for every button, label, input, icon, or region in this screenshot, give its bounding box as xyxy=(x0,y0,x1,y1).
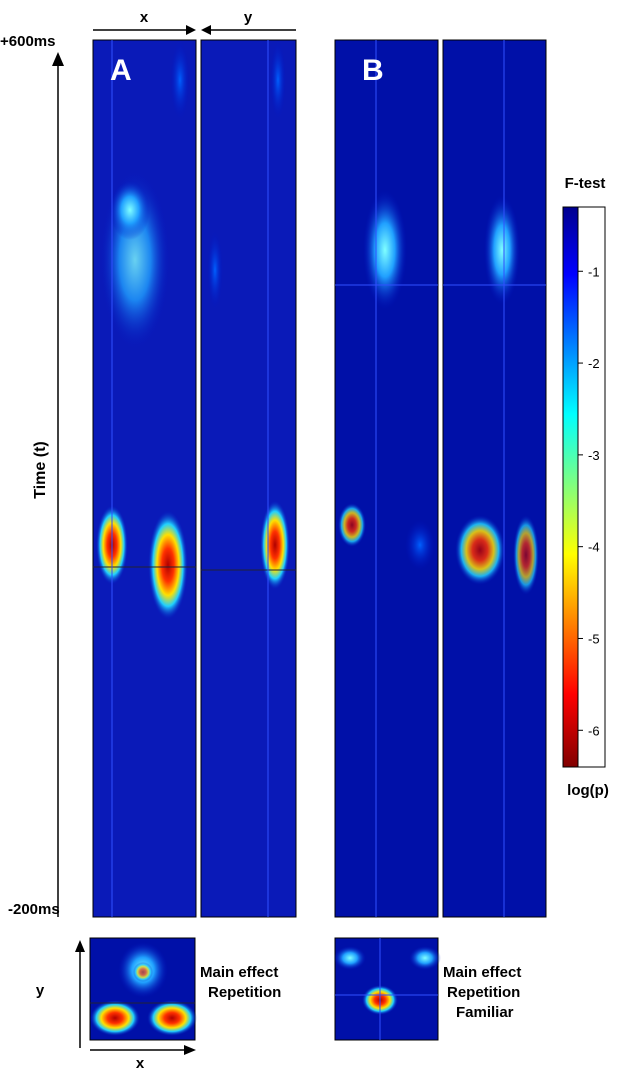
axis-label: x xyxy=(136,1055,145,1072)
axis-label: y xyxy=(36,982,45,999)
panel-a: A xyxy=(92,39,297,918)
time-bottom: -200ms xyxy=(8,901,60,918)
time-axis-label: Time (t) xyxy=(32,441,49,498)
colorbar: F-test log(p) xyxy=(562,175,609,799)
caption: Main effect xyxy=(443,964,521,981)
axis-label: x xyxy=(140,9,149,26)
panel-b: B xyxy=(334,39,547,918)
colorbar-tick-label: -4 xyxy=(588,540,600,555)
time-top: +600ms xyxy=(0,33,55,50)
inset-b: Main effect Repetition Familiar xyxy=(334,937,521,1041)
panel-label: B xyxy=(362,54,384,87)
axis-label: y xyxy=(244,9,253,26)
colorbar-tick-label: -6 xyxy=(588,723,600,738)
colorbar-title: F-test xyxy=(565,175,606,192)
inset-a: x y Main effect Repetition xyxy=(36,937,281,1072)
caption: Repetition xyxy=(447,984,520,1001)
colorbar-tick-label: -1 xyxy=(588,264,600,279)
colorbar-tick-label: -2 xyxy=(588,356,600,371)
panel-label: A xyxy=(110,54,132,87)
caption: Main effect xyxy=(200,964,278,981)
colorbar-tick-label: -5 xyxy=(588,631,600,646)
caption: Familiar xyxy=(456,1004,514,1021)
colorbar-label: log(p) xyxy=(567,782,609,799)
caption: Repetition xyxy=(208,984,281,1001)
colorbar-tick-label: -3 xyxy=(588,448,600,463)
